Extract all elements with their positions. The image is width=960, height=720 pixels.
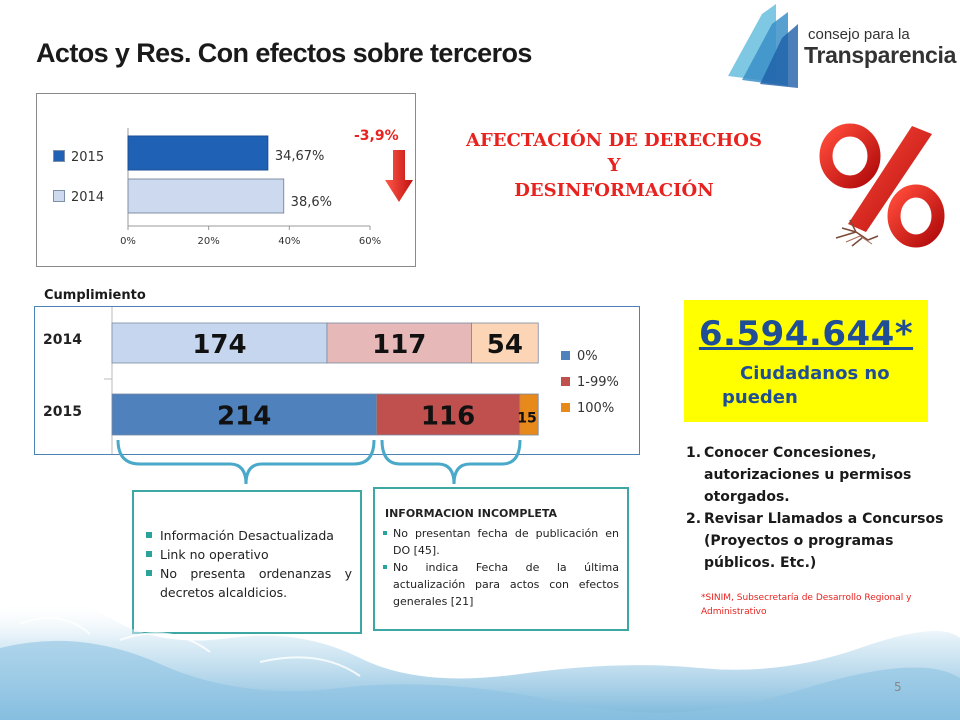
legend-100pct: 100% [561, 401, 614, 416]
bar-2014 [127, 178, 285, 214]
list-item: 1. Conocer Concesiones, autorizaciones u … [686, 442, 946, 508]
page-number: 5 [894, 680, 902, 694]
x-tick-label: 40% [278, 236, 300, 247]
headline-line3: DESINFORMACIÓN [514, 180, 714, 201]
incomplete-info-list: No presentan fecha de publicación en DO … [383, 525, 619, 610]
bar-2014-0% [111, 322, 328, 364]
legend-swatch-0pct [561, 351, 570, 360]
list-item: No presentan fecha de publicación en DO … [383, 525, 619, 559]
incomplete-info-title: INFORMACION INCOMPLETA [385, 507, 558, 520]
comparison-bar-chart: 0% 20% 40% 60% 34,67% 38,6% 2015 2014 [36, 93, 416, 267]
legend-2014: 2014 [53, 190, 104, 205]
bar-2015 [127, 135, 269, 171]
data-label-2014-0%: 174 [192, 330, 246, 360]
list-number: 1. [686, 445, 702, 461]
bar-2014-1-99% [326, 322, 472, 364]
data-label-2015: 34,67% [275, 149, 325, 164]
consejo-transparencia-logo [728, 4, 798, 88]
list-text: Revisar Llamados a Concursos (Proyectos … [704, 511, 944, 571]
logo-text-main: Transparencia [804, 42, 957, 68]
list-item: No indica Fecha de la última actualizaci… [383, 559, 619, 610]
legend-swatch-1-99pct [561, 377, 570, 386]
data-label-2014-1-99%: 117 [372, 330, 426, 360]
legend-1-99pct: 1-99% [561, 375, 619, 390]
data-label-2015-1-99%: 116 [421, 402, 475, 432]
broken-percent-icon [819, 123, 945, 248]
citizens-highlight-box: 6.594.644* Ciudadanos no pueden [684, 300, 928, 422]
legend-label-100pct: 100% [577, 401, 615, 416]
legend-label-1-99pct: 1-99% [577, 375, 619, 390]
legend-label-0pct: 0% [577, 349, 598, 364]
bar-2015-100% [519, 393, 539, 436]
source-note: *SINIM, Subsecretaría de Desarrollo Regi… [701, 593, 912, 617]
legend-label-2014: 2014 [71, 190, 105, 205]
stacked-bar-chart: 174 117 54 214 116 15 2014 2015 0% 1-99% 100% [34, 306, 640, 455]
y-label-2014: 2014 [43, 332, 82, 348]
list-item: Link no operativo [144, 545, 352, 564]
data-label-2015-0%: 214 [217, 402, 271, 432]
chart1-svg: 0% 20% 40% 60% 34,67% 38,6% [120, 128, 381, 247]
x-tick-label: 20% [198, 236, 220, 247]
list-item: 2. Revisar Llamados a Concursos (Proyect… [686, 508, 946, 574]
incomplete-info-box: INFORMACION INCOMPLETA No presentan fech… [373, 487, 629, 631]
headline: AFECTACIÓN DE DERECHOS Y DESINFORMACIÓN [440, 128, 788, 203]
chart2-svg: 174 117 54 214 116 15 [104, 307, 539, 454]
legend-0pct: 0% [561, 349, 598, 364]
legend-label-2015: 2015 [71, 150, 105, 165]
list-item: Información Desactualizada [144, 526, 352, 545]
curly-brackets [116, 440, 522, 485]
data-label-2014: 38,6% [291, 195, 332, 210]
list-number: 2. [686, 511, 702, 527]
chart2-title: Cumplimiento [44, 288, 146, 303]
legend-swatch-100pct [561, 403, 570, 412]
y-label-2015: 2015 [43, 404, 82, 420]
x-tick-label: 60% [359, 236, 381, 247]
data-label-2014-100%: 54 [487, 330, 523, 360]
outdated-info-list: Información Desactualizada Link no opera… [144, 526, 352, 602]
data-label-2015-100%: 15 [517, 411, 536, 427]
down-arrow-icon [385, 150, 413, 202]
legend-2015: 2015 [53, 150, 104, 165]
x-tick-label: 0% [120, 236, 136, 247]
slide-title: Actos y Res. Con efectos sobre terceros [36, 38, 532, 68]
list-item: No presenta ordenanzas y decretos alcald… [144, 564, 352, 602]
bar-2014-100% [471, 322, 539, 364]
headline-line2: Y [607, 155, 621, 176]
citizens-text-line2: pueden [722, 387, 798, 408]
list-text: Conocer Concesiones, autorizaciones u pe… [704, 445, 912, 505]
change-percentage: -3,9% [354, 128, 399, 144]
bar-2015-0% [111, 393, 377, 436]
legend-swatch-2015 [53, 150, 65, 162]
citizens-count: 6.594.644* [698, 314, 914, 354]
legend-swatch-2014 [53, 190, 65, 202]
headline-line1: AFECTACIÓN DE DERECHOS [466, 130, 762, 151]
logo-text-top: consejo para la [808, 26, 910, 43]
outdated-info-box: Información Desactualizada Link no opera… [132, 490, 362, 634]
cannot-do-list: 1. Conocer Concesiones, autorizaciones u … [686, 442, 946, 574]
citizens-text-line1: Ciudadanos no [740, 363, 890, 384]
water-splash-decoration [0, 600, 960, 720]
bar-2015-1-99% [375, 393, 521, 436]
